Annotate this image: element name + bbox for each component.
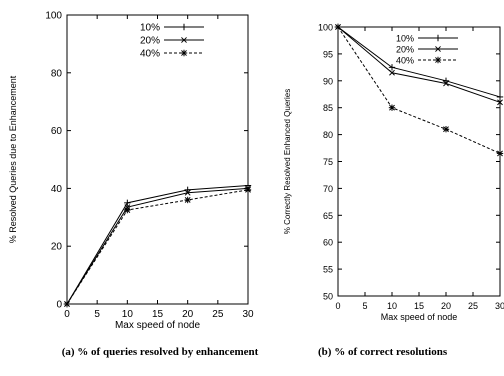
x-tick-label: 15	[152, 309, 164, 320]
series-line	[66, 189, 249, 305]
data-point-d2	[497, 150, 503, 157]
y-tick-label: 60	[51, 126, 63, 137]
legend-label: 40%	[140, 49, 160, 60]
series-20pct	[64, 185, 251, 307]
data-point-d2	[389, 104, 395, 111]
y-tick-label: 55	[323, 265, 333, 275]
y-tick-label: 40	[51, 184, 63, 195]
caption-b: (b) % of correct resolutions	[318, 346, 448, 358]
x-axis-label: Max speed of node	[115, 320, 200, 331]
legend-label: 40%	[396, 56, 414, 66]
data-point-d2	[389, 69, 395, 76]
series-40pct	[334, 23, 504, 157]
y-tick-label: 100	[45, 11, 62, 22]
chart-b: 50 55 60 65 70 75 80 85 90 95 100 0 5 10 15 20 25 30 Max s…	[283, 23, 504, 323]
x-tick-label: 20	[182, 309, 194, 320]
y-tick-label: 75	[323, 157, 333, 167]
y-tick-label: 65	[323, 211, 333, 221]
x-tick-label: 0	[335, 301, 340, 311]
series-20pct	[335, 24, 503, 106]
data-point-d2	[497, 99, 503, 106]
plot-frame-b	[337, 26, 501, 297]
x-tick-label: 30	[242, 309, 254, 320]
x-tick-label: 10	[387, 301, 397, 311]
data-point-d2	[184, 189, 191, 196]
series-10pct	[63, 182, 252, 308]
series-line	[337, 26, 501, 98]
series-line	[337, 26, 501, 154]
y-tick-label: 80	[323, 130, 333, 140]
x-tick-label: 5	[362, 301, 367, 311]
y-axis-label: % Resolved Queries due to Enhancement	[8, 75, 18, 243]
data-point-d2	[184, 197, 191, 203]
y-tick-label: 85	[323, 103, 333, 113]
series-line	[337, 26, 501, 103]
y-tick-label: 50	[323, 292, 333, 302]
x-tick-label: 10	[122, 309, 134, 320]
legend-label: 20%	[140, 36, 160, 47]
x-tick-label: 30	[495, 301, 504, 311]
y-tick-label: 60	[323, 238, 333, 248]
y-axis-label: % Correctly Resolved Enhanced Queries	[283, 89, 292, 234]
y-tick-label: 90	[323, 76, 333, 86]
caption-a: (a) % of queries resolved by enhancement	[61, 346, 259, 358]
y-tick-label: 20	[51, 242, 63, 253]
legend-label: 10%	[140, 23, 160, 34]
legend-label: 20%	[396, 45, 414, 55]
y-tick-label: 0	[56, 300, 62, 311]
data-point-d2	[124, 207, 131, 213]
legend-marker-d2	[181, 50, 187, 56]
data-point-d2	[245, 186, 251, 193]
y-tick-label: 100	[318, 23, 333, 33]
data-point-d2	[443, 126, 449, 133]
x-tick-label: 20	[441, 301, 451, 311]
legend-marker-d2	[181, 37, 187, 43]
x-tick-label: 15	[414, 301, 424, 311]
series-line	[66, 185, 249, 305]
series-line	[66, 187, 249, 305]
x-tick-label: 5	[94, 309, 100, 320]
series-40pct	[63, 186, 252, 308]
data-point-d2	[64, 301, 70, 307]
legend-label: 10%	[396, 34, 414, 44]
legend-marker-d2	[435, 46, 441, 52]
data-point-d2	[335, 24, 341, 30]
data-point-d2	[443, 80, 449, 87]
legend-marker-d2	[435, 57, 441, 63]
series-10pct	[334, 23, 504, 101]
x-tick-label: 25	[212, 309, 224, 320]
y-tick-label: 80	[51, 68, 63, 79]
x-tick-label: 0	[64, 309, 70, 320]
x-axis-label: Max speed of node	[381, 312, 458, 322]
y-tick-label: 95	[323, 49, 333, 59]
y-tick-label: 70	[323, 184, 333, 194]
x-tick-label: 25	[468, 301, 478, 311]
chart-a: 0 20 40 60 80 100 0 5 10 15 20 25 30 Max speed of nod…	[8, 11, 254, 332]
